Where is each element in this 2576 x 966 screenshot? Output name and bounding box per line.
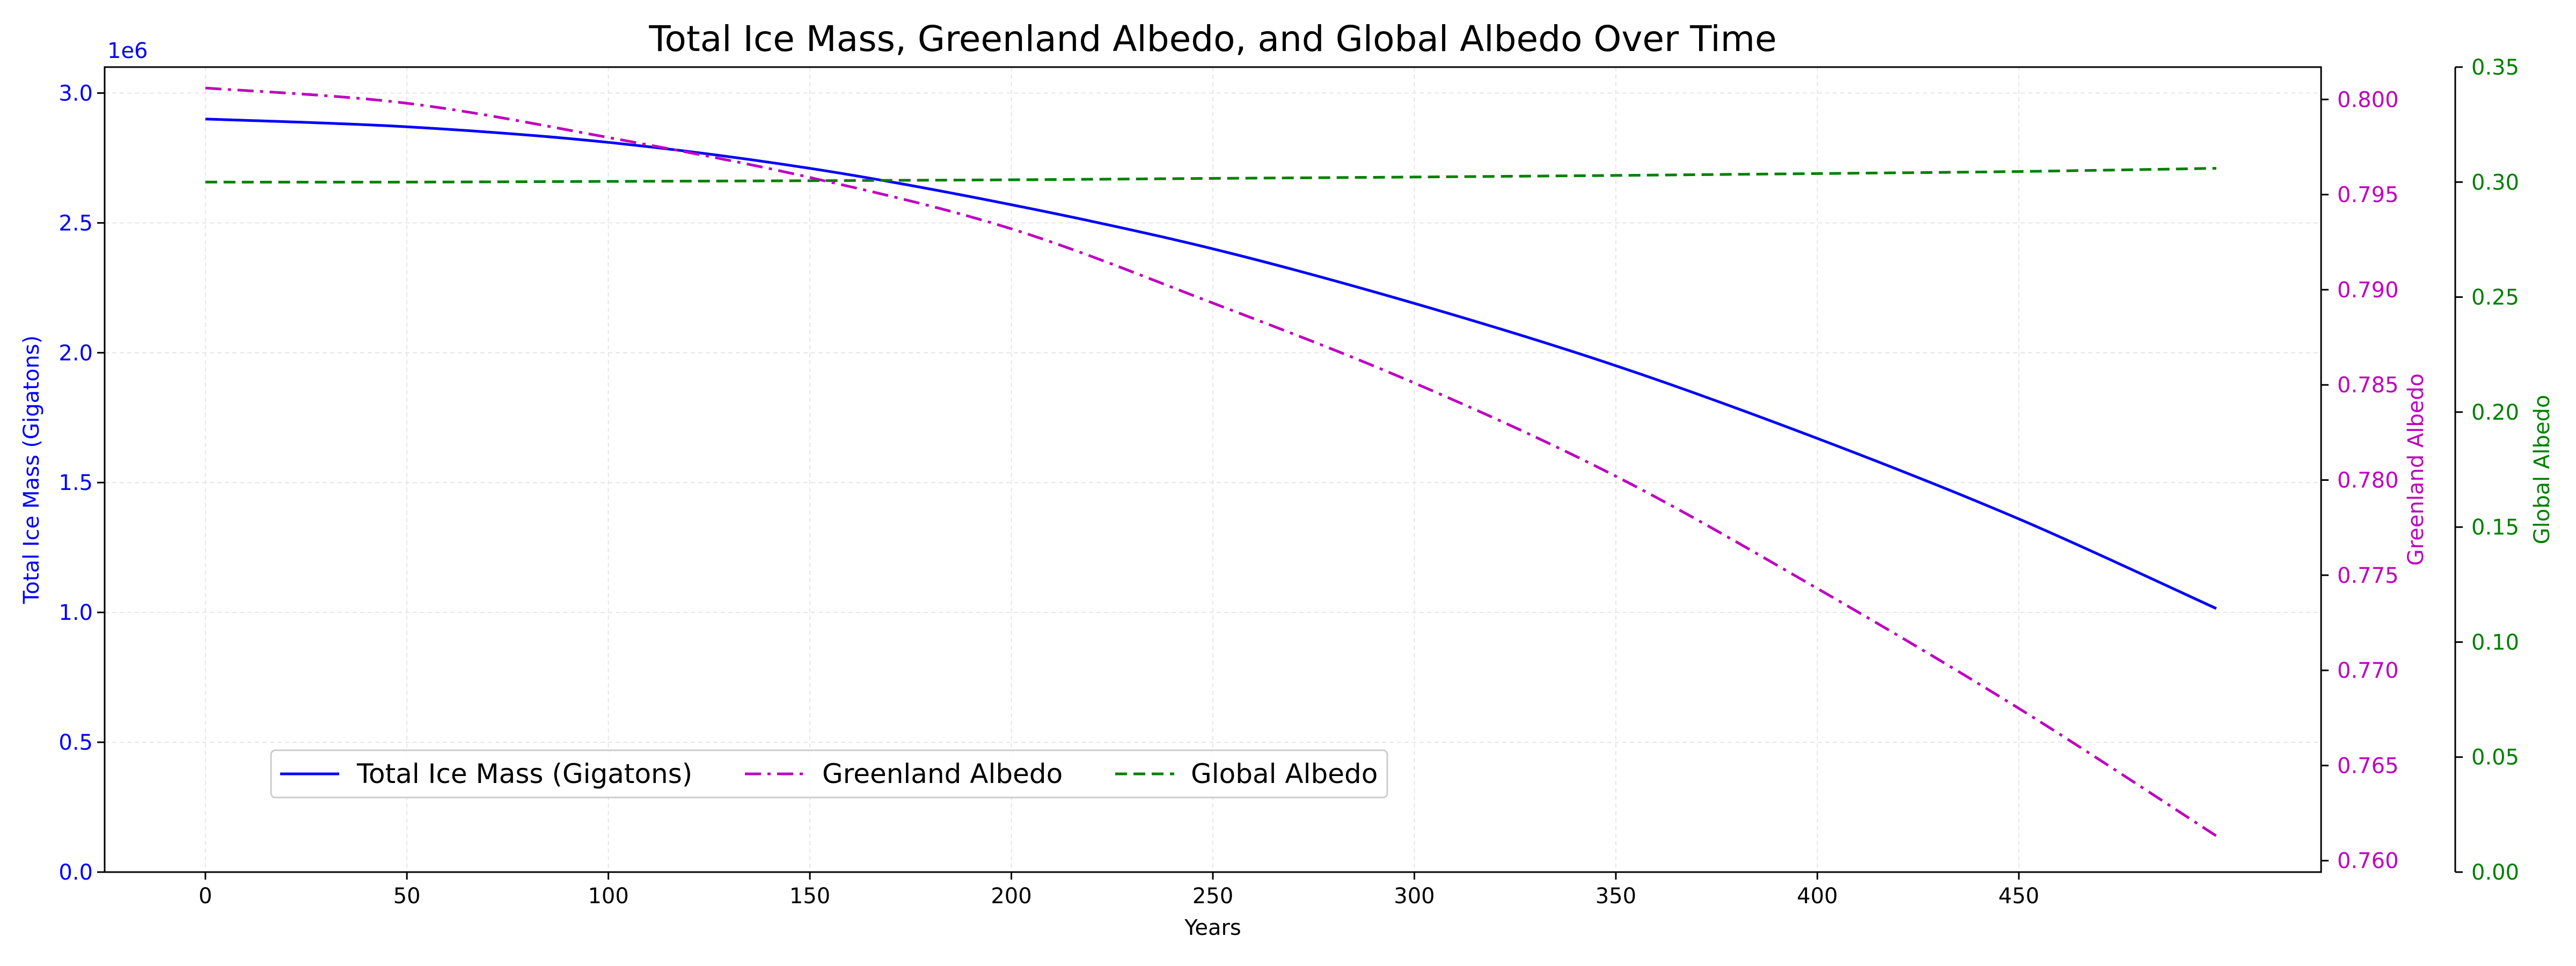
- legend-box: [270, 749, 1388, 799]
- x-axis: 0 50 100 150 200 250 300 350 400 450: [199, 872, 2039, 909]
- greenland-albedo-line: [205, 86, 2218, 837]
- left-tick-label: 2.5: [58, 211, 93, 236]
- greenland-tick-label: 0.790: [2337, 278, 2399, 303]
- legend-entry-label: Greenland Albedo: [822, 758, 1063, 789]
- x-tick-label: 250: [1192, 884, 1233, 909]
- series-lines: [205, 86, 2218, 837]
- left-tick-label: 0.0: [58, 860, 93, 885]
- greenland-tick-label: 0.760: [2337, 849, 2399, 874]
- greenland-tick-label: 0.775: [2337, 564, 2399, 588]
- left-tick-label: 0.5: [58, 730, 93, 755]
- legend: Total Ice Mass (Gigatons) Greenland Albed…: [270, 749, 1388, 799]
- legend-entry-label: Global Albedo: [1191, 758, 1378, 789]
- left-y-axis: 0.0 0.5 1.0 1.5 2.0 2.5 3.0: [58, 81, 105, 885]
- x-tick-label: 100: [588, 884, 628, 909]
- right-y-axis-greenland: 0.760 0.765 0.770 0.775 0.780 0.785 0.790 0.795…: [2321, 87, 2399, 874]
- global-albedo-line: [205, 167, 2216, 184]
- x-tick-label: 450: [1999, 884, 2039, 909]
- left-y-axis-label: Total Ice Mass (Gigatons): [19, 335, 44, 604]
- global-tick-label: 0.10: [2471, 630, 2519, 655]
- right-y-axis-greenland-label: Greenland Albedo: [2404, 374, 2428, 566]
- legend-entry-label: Total Ice Mass (Gigatons): [356, 758, 692, 789]
- left-tick-label: 1.0: [58, 601, 93, 625]
- x-tick-label: 300: [1394, 884, 1435, 909]
- left-tick-label: 2.0: [58, 341, 93, 365]
- global-tick-label: 0.05: [2471, 745, 2519, 770]
- left-tick-label: 1.5: [58, 471, 93, 495]
- global-tick-label: 0.30: [2471, 170, 2519, 195]
- x-tick-label: 150: [789, 884, 830, 909]
- global-tick-label: 0.15: [2471, 515, 2519, 540]
- global-tick-label: 0.35: [2471, 55, 2519, 80]
- global-tick-label: 0.00: [2471, 860, 2519, 885]
- left-axis-offset-label: 1e6: [107, 39, 148, 63]
- x-tick-label: 400: [1797, 884, 1838, 909]
- x-tick-label: 50: [393, 884, 421, 909]
- greenland-tick-label: 0.785: [2337, 373, 2399, 398]
- x-tick-label: 350: [1596, 884, 1636, 909]
- greenland-tick-label: 0.780: [2337, 469, 2399, 493]
- greenland-tick-label: 0.765: [2337, 753, 2399, 778]
- x-tick-label: 0: [199, 884, 212, 909]
- right-y-axis-global: 0.00 0.05 0.10 0.15 0.20 0.25 0.30 0.35: [2454, 55, 2519, 885]
- right-y-axis-global-label: Global Albedo: [2530, 395, 2555, 545]
- greenland-tick-label: 0.770: [2337, 658, 2399, 683]
- global-tick-label: 0.20: [2471, 400, 2519, 425]
- greenland-tick-label: 0.795: [2337, 183, 2399, 208]
- global-tick-label: 0.25: [2471, 286, 2519, 310]
- chart-title: Total Ice Mass, Greenland Albedo, and Gl…: [648, 18, 1776, 60]
- x-axis-label: Years: [1184, 916, 1241, 940]
- grid-lines: [105, 67, 2321, 873]
- greenland-tick-label: 0.800: [2337, 87, 2399, 112]
- total-ice-mass-line: [205, 118, 2217, 610]
- x-tick-label: 200: [991, 884, 1031, 909]
- left-tick-label: 3.0: [58, 81, 93, 106]
